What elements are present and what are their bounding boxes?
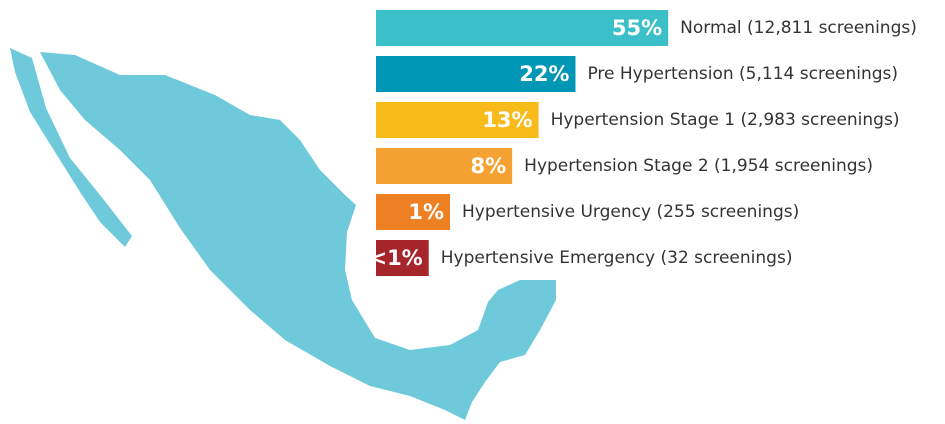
category-label: Pre Hypertension (5,114 screenings) [587,64,898,84]
map-mexico [10,48,556,420]
value-label: <1% [369,246,422,270]
value-label: 55% [612,16,662,40]
bar [376,102,539,138]
category-label: Hypertension Stage 2 (1,954 screenings) [524,156,873,176]
bars: 55% Normal (12,811 screenings) 22% Pre Hype… [369,10,917,276]
value-label: 1% [408,200,444,224]
bar [376,148,513,184]
map-mainland [40,52,556,420]
bar [376,56,576,92]
map-baja [10,48,132,247]
category-label: Hypertensive Emergency (32 screenings) [441,248,793,268]
bar [376,10,669,46]
category-label: Hypertensive Urgency (255 screenings) [462,202,799,222]
category-label: Normal (12,811 screenings) [680,18,917,38]
value-label: 13% [482,108,532,132]
bar [376,240,429,276]
value-label: 22% [519,62,569,86]
bar [376,194,450,230]
value-label: 8% [471,154,507,178]
category-label: Hypertension Stage 1 (2,983 screenings) [551,110,900,130]
